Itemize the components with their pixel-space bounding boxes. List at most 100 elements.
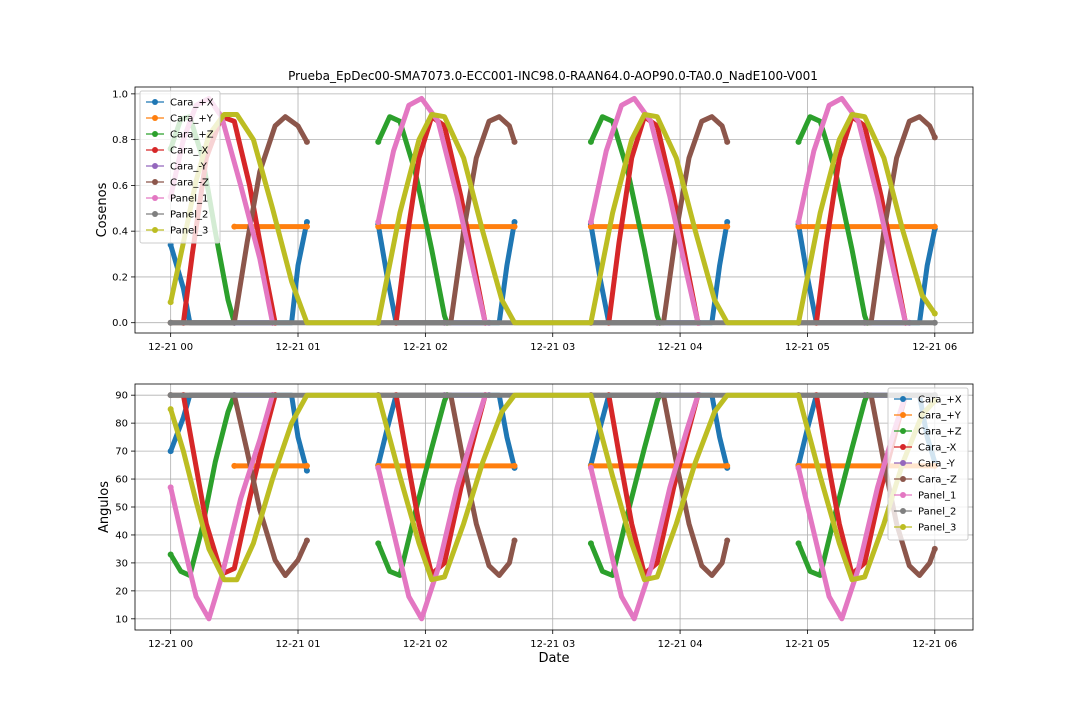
legend-entry-Panel_2: Panel_2 [918,507,956,518]
series-Cara_+Z [167,114,871,326]
series-point-Cara_+Z-1-start [375,138,382,145]
series-line-Panel_1-0 [168,392,275,622]
series-line-Cara_-Z-3 [796,392,938,578]
series-line-Panel_1-1 [375,95,488,326]
legend-swatch-marker-Cara_-X [152,147,158,153]
legend: Cara_+X Cara_+Y Cara_+Z Cara_-X Cara_-Y Cara_… [887,387,969,541]
series-line-Cara_-Z-2 [588,392,730,578]
series-point-Panel_3-0-start [167,406,174,413]
series-point-Panel_3-0-start [167,299,174,306]
legend: Cara_+X Cara_+Y Cara_+Z Cara_-X Cara_-Y Cara_… [139,90,221,244]
x-tick-label-3: 12-21 03 [530,639,575,650]
series-point-Cara_+X-1-end [511,219,518,226]
y-tick-label-4: 50 [115,503,128,514]
series-line-Cara_-Z-0 [168,114,310,326]
chart-title: Prueba_EpDec00-SMA7073.0-ECC001-INC98.0-… [288,69,818,83]
series-Cara_+Y [231,223,938,230]
series-point-Panel_1-2-start [587,219,594,226]
x-tick-label-3: 12-21 03 [530,342,575,353]
series-point-Panel_2-0-start [167,319,174,326]
series-point-Cara_+X-2-end [724,219,731,226]
series-point-Cara_+Y-0-end [303,462,310,469]
series-line-Panel_1-2 [588,392,701,622]
x-tick-label-5: 12-21 05 [785,342,830,353]
series-Cara_-Z [167,114,938,326]
series-line-Cara_-Z-1 [375,392,517,578]
legend-swatch-marker-Cara_-Y [152,163,158,169]
legend-box [139,90,221,244]
series-point-Cara_+Z-2-start [587,138,594,145]
series-line-Panel_1-3 [796,95,908,326]
series-point-Cara_+Y-1-end [511,462,518,469]
x-tick-label-1: 12-21 01 [276,342,321,353]
series-Panel_1 [167,95,909,326]
series-point-Cara_+Y-0-end [303,223,310,230]
legend-entry-Panel_3: Panel_3 [918,523,956,534]
series-point-Cara_+X-0-start [167,448,174,455]
y-tick-label-8: 90 [115,391,128,402]
series-point-Cara_+Y-1-start [375,223,382,230]
y-tick-label-1: 0.2 [112,272,128,283]
series-Cara_+Y [231,462,938,469]
series-point-Cara_+Y-2-end [724,462,731,469]
y-tick-label-5: 1.0 [112,89,128,100]
legend-swatch-marker-Panel_3 [900,524,906,530]
subplot-cosines: 12-21 00 12-21 01 12-21 02 12-21 03 12-21 04… [95,86,974,353]
legend-box [887,387,969,541]
series-point-Cara_-Z-3-end [931,545,938,552]
series-point-Cara_+Y-2-end [724,223,731,230]
series-point-Cara_-Z-0-end [303,537,310,544]
legend-entry-Cara_+Z: Cara_+Z [170,130,214,141]
legend-swatch-marker-Cara_-Z [152,179,158,185]
series-Panel_3 [167,112,938,326]
legend-entry-Cara_-Z: Cara_-Z [918,475,957,486]
legend-swatch-marker-Panel_1 [152,195,158,201]
axes-frame [134,86,974,334]
series-point-Panel_1-0-start [167,484,174,491]
series-line-Cara_-X-0 [180,392,278,577]
legend-entry-Cara_-Y: Cara_-Y [170,162,208,173]
series-point-Panel_1-1-start [375,464,382,471]
series-point-Cara_+Z-1-start [375,540,382,547]
series-point-Panel_2-0-end [931,319,938,326]
series-point-Cara_-Z-2-end [724,537,731,544]
legend-entry-Panel_2: Panel_2 [170,210,208,221]
x-tick-label-2: 12-21 02 [403,342,448,353]
series-line-Panel_3-0 [168,112,938,326]
series-point-Cara_+Y-3-end [931,223,938,230]
y-tick-label-0: 10 [115,614,128,625]
series-point-Cara_+Z-3-start [795,540,802,547]
legend-entry-Cara_+Y: Cara_+Y [918,411,962,422]
legend-swatch-marker-Panel_1 [900,492,906,498]
legend-entry-Cara_-Y: Cara_-Y [918,459,956,470]
series-point-Cara_+Z-3-start [795,138,802,145]
series-point-Cara_+Y-0-start [231,462,238,469]
series-point-Cara_+X-0-end [303,219,310,226]
legend-entry-Panel_3: Panel_3 [170,226,208,237]
y-tick-label-5: 60 [115,475,128,486]
legend-swatch-marker-Cara_+Z [152,131,158,137]
series-line-Cara_-Z-1 [375,114,517,326]
series-point-Cara_+Y-1-end [511,223,518,230]
legend-swatch-marker-Panel_2 [900,508,906,514]
series-point-Panel_1-1-start [375,219,382,226]
x-tick-label-0: 12-21 00 [148,639,193,650]
x-tick-label-6: 12-21 06 [912,639,957,650]
series-point-Cara_-Z-0-end [303,138,310,145]
legend-entry-Panel_1: Panel_1 [918,491,956,502]
legend-swatch-marker-Cara_-Z [900,476,906,482]
series-point-Cara_-Z-3-end [931,134,938,141]
x-tick-label-4: 12-21 04 [658,639,703,650]
series-point-Cara_-Z-2-end [724,138,731,145]
x-axis-label: Date [538,651,569,666]
y-axis-label: Angulos [97,481,112,533]
y-tick-label-4: 0.8 [112,135,128,146]
series-point-Cara_+Y-3-start [795,223,802,230]
series-point-Cara_+Z-2-start [587,540,594,547]
y-tick-label-3: 40 [115,530,128,541]
x-tick-label-0: 12-21 00 [148,342,193,353]
y-tick-label-2: 0.4 [112,227,128,238]
legend-entry-Cara_-X: Cara_-X [170,146,208,157]
